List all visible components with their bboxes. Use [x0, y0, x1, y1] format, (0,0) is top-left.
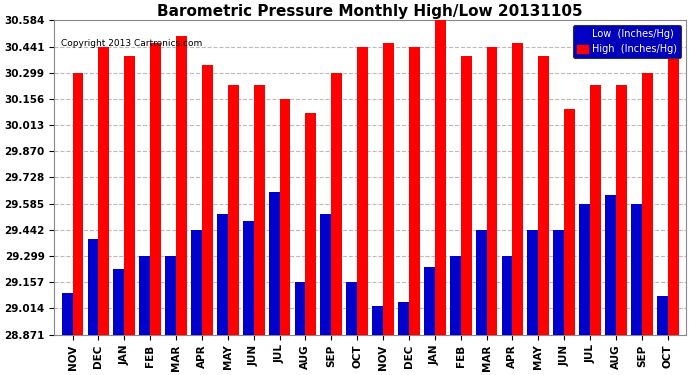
Bar	[113, 269, 124, 335]
Bar	[435, 20, 446, 335]
Bar	[527, 230, 538, 335]
Bar	[564, 109, 575, 335]
Bar	[306, 113, 316, 335]
Bar	[320, 214, 331, 335]
Bar	[631, 204, 642, 335]
Bar	[475, 230, 486, 335]
Bar	[268, 192, 279, 335]
Bar	[228, 85, 239, 335]
Bar	[513, 43, 523, 335]
Title: Barometric Pressure Monthly High/Low 20131105: Barometric Pressure Monthly High/Low 201…	[157, 4, 583, 19]
Bar	[346, 282, 357, 335]
Bar	[538, 56, 549, 335]
Bar	[398, 302, 409, 335]
Bar	[502, 256, 513, 335]
Bar	[61, 293, 72, 335]
Bar	[657, 296, 668, 335]
Bar	[590, 85, 601, 335]
Bar	[331, 73, 342, 335]
Bar	[616, 85, 627, 335]
Bar	[295, 282, 306, 335]
Bar	[150, 43, 161, 335]
Legend: Low  (Inches/Hg), High  (Inches/Hg): Low (Inches/Hg), High (Inches/Hg)	[573, 25, 681, 58]
Bar	[553, 230, 564, 335]
Bar	[424, 267, 435, 335]
Bar	[372, 306, 383, 335]
Bar	[88, 240, 99, 335]
Bar	[139, 256, 150, 335]
Bar	[668, 56, 678, 335]
Bar	[243, 221, 254, 335]
Bar	[165, 256, 176, 335]
Bar	[191, 230, 202, 335]
Bar	[176, 36, 187, 335]
Bar	[579, 204, 590, 335]
Bar	[72, 73, 83, 335]
Bar	[254, 85, 264, 335]
Bar	[383, 43, 394, 335]
Text: Copyright 2013 Cartronics.com: Copyright 2013 Cartronics.com	[61, 39, 202, 48]
Bar	[409, 46, 420, 335]
Bar	[450, 256, 461, 335]
Bar	[605, 195, 616, 335]
Bar	[461, 56, 471, 335]
Bar	[279, 99, 290, 335]
Bar	[642, 73, 653, 335]
Bar	[99, 46, 109, 335]
Bar	[217, 214, 228, 335]
Bar	[124, 56, 135, 335]
Bar	[486, 46, 497, 335]
Bar	[202, 65, 213, 335]
Bar	[357, 46, 368, 335]
